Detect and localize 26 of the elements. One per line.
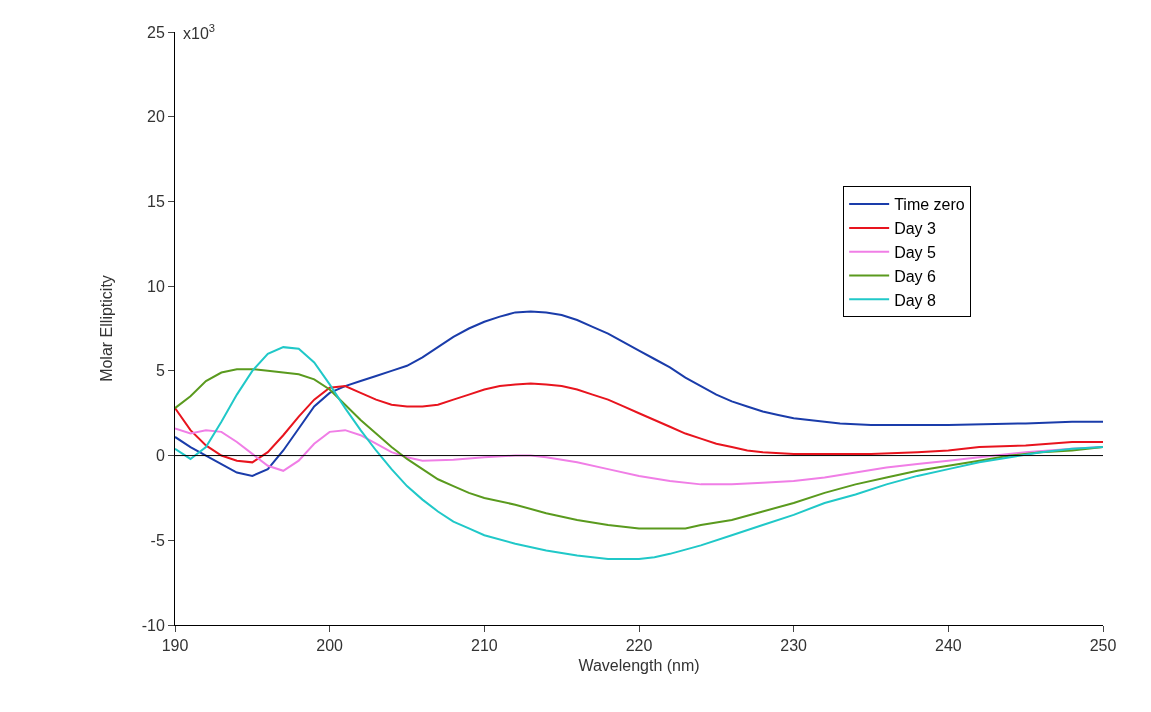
legend-label: Time zero bbox=[894, 196, 965, 214]
line-series bbox=[175, 382, 1103, 464]
x-tick-label: 210 bbox=[470, 637, 498, 655]
line-series bbox=[175, 346, 1103, 560]
legend-label: Day 6 bbox=[894, 267, 937, 285]
line-series bbox=[175, 310, 1103, 477]
x-tick-label: 190 bbox=[161, 637, 189, 655]
legend-label: Day 8 bbox=[894, 291, 937, 309]
legend-label: Day 5 bbox=[894, 243, 937, 261]
x-tick-label: 220 bbox=[625, 637, 653, 655]
y-tick-label: 20 bbox=[147, 108, 165, 126]
legend-label: Day 3 bbox=[894, 220, 937, 238]
y-tick-label: 0 bbox=[155, 447, 165, 465]
x-tick-label: 200 bbox=[316, 637, 344, 655]
y-tick-label: 25 bbox=[147, 23, 165, 41]
x-tick-label: 230 bbox=[780, 637, 808, 655]
y-tick-label: 15 bbox=[147, 193, 165, 211]
x-tick-label: 250 bbox=[1089, 637, 1117, 655]
y-tick-label: -10 bbox=[141, 616, 165, 634]
y-tick-label: -5 bbox=[150, 531, 165, 549]
y-tick-label: 10 bbox=[147, 277, 165, 295]
x-axis-title: Wavelength (nm) bbox=[578, 656, 700, 674]
x-tick-label: 240 bbox=[934, 637, 962, 655]
y-axis-title: Molar Ellipticity bbox=[97, 275, 115, 382]
y-tick-label: 5 bbox=[155, 362, 165, 380]
annotation: x10$^{3}$ bbox=[183, 22, 216, 42]
